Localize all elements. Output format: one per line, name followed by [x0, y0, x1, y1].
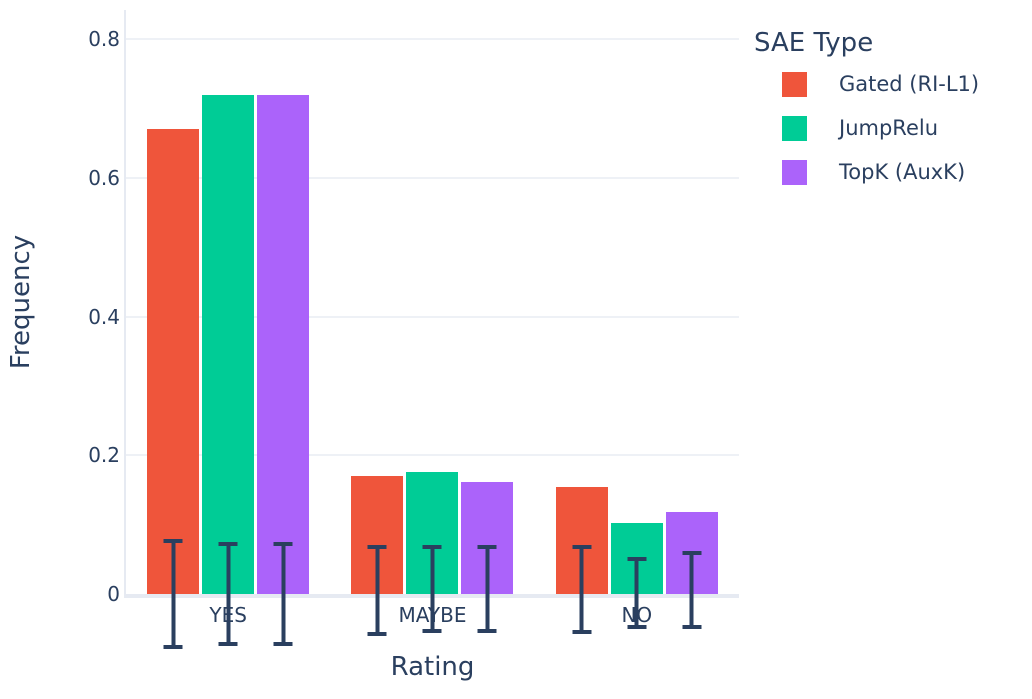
bar-group-yes — [126, 10, 330, 650]
error-bar-line — [171, 538, 176, 650]
y-axis-title: Frequency — [6, 234, 36, 370]
y-tick-label-0.8: 0.8 — [88, 27, 120, 52]
error-bar — [572, 545, 592, 634]
bar-maybe-topk-auxk — [461, 482, 514, 633]
gridline-0.8 — [126, 38, 739, 41]
legend-label: JumpRelu — [839, 116, 939, 140]
y-tick-label-0: 0 — [107, 582, 120, 606]
legend-swatch-icon — [782, 159, 807, 185]
legend: SAE Type Gated (RI-L1) JumpRelu TopK (AuxK… — [754, 28, 979, 185]
x-tick-label-yes: YES — [209, 603, 247, 627]
bar-maybe-jumprelu — [406, 471, 459, 634]
x-tick-label-no: NO — [621, 603, 653, 627]
error-bar-line — [226, 541, 231, 647]
bar-maybe-gated-ri-l1 — [351, 476, 404, 636]
legend-item-gated-ri-l1[interactable]: Gated (RI-L1) — [782, 71, 979, 97]
y-tick-label-0.4: 0.4 — [88, 304, 120, 329]
bar-group-maybe — [330, 10, 534, 636]
error-bar-line — [375, 545, 380, 636]
x-tick-labels: YES MAYBE NO — [126, 602, 739, 628]
legend-items: Gated (RI-L1) JumpRelu TopK (AuxK) — [782, 71, 979, 185]
bar-yes-jumprelu — [202, 94, 255, 647]
error-bar — [218, 541, 238, 647]
bar-no-gated-ri-l1 — [555, 486, 608, 634]
y-tick-label-0.2: 0.2 — [88, 443, 120, 468]
legend-swatch-icon — [782, 115, 807, 141]
legend-label: TopK (AuxK) — [839, 160, 966, 184]
y-tick-label-0.6: 0.6 — [88, 165, 120, 190]
x-axis-title: Rating — [390, 652, 475, 682]
gridline-0.6 — [126, 176, 739, 179]
legend-swatch-icon — [782, 71, 807, 97]
error-bar-line — [430, 545, 435, 633]
error-bar — [422, 545, 442, 634]
error-bar — [682, 551, 702, 629]
bar-yes-gated-ri-l1 — [147, 129, 200, 650]
gridline-0.2 — [126, 454, 739, 457]
error-bar — [163, 538, 183, 650]
error-bar — [367, 545, 387, 636]
error-bar — [627, 556, 647, 630]
bar-no-jumprelu — [610, 522, 663, 630]
legend-item-topk-auxk[interactable]: TopK (AuxK) — [782, 159, 979, 185]
error-bar-line — [579, 545, 584, 634]
error-bar-line — [634, 556, 639, 630]
bar-no-topk-auxk — [665, 512, 718, 629]
error-bar-line — [281, 541, 286, 647]
legend-item-jumprelu[interactable]: JumpRelu — [782, 115, 979, 141]
x-tick-label-maybe: MAYBE — [398, 603, 467, 627]
legend-title: SAE Type — [754, 28, 874, 58]
legend-label: Gated (RI-L1) — [839, 72, 980, 96]
plot-area — [124, 10, 739, 650]
error-bar — [477, 544, 497, 633]
error-bar-line — [689, 551, 694, 629]
bar-yes-topk-auxk — [257, 94, 310, 647]
gridline-0.4 — [126, 315, 739, 318]
bar-groups — [126, 10, 739, 650]
bar-group-no — [535, 10, 739, 634]
error-bar — [273, 541, 293, 647]
error-bar-line — [485, 544, 490, 633]
